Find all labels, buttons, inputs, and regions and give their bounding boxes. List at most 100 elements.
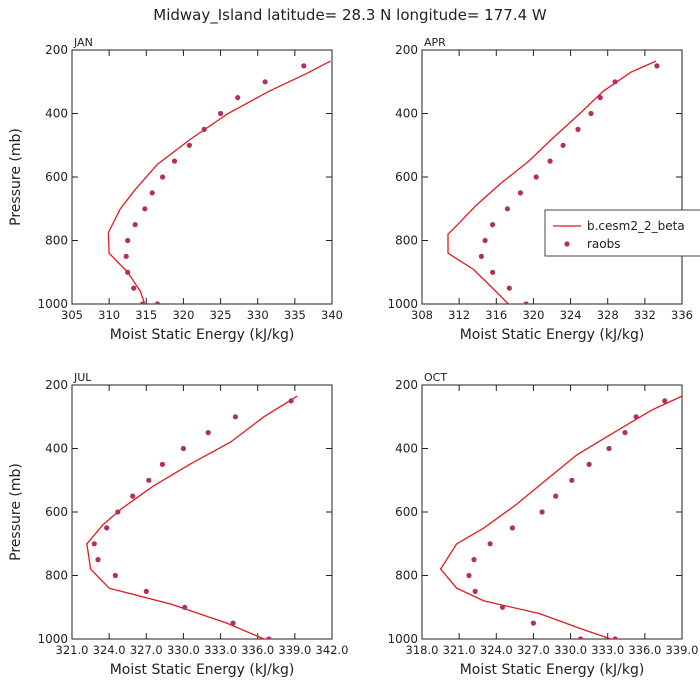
x-tick-label: 340: [321, 308, 343, 322]
y-tick-label: 200: [395, 378, 418, 392]
figure-title: Midway_Island latitude= 28.3 N longitude…: [153, 6, 547, 25]
plot-frame: [421, 384, 683, 640]
panel-label: JUL: [73, 371, 92, 384]
raob-point: [142, 206, 148, 212]
x-tick-label: 321.0: [443, 643, 476, 657]
raob-point: [232, 414, 238, 420]
raob-point: [171, 158, 178, 164]
raob-point: [487, 541, 493, 547]
x-tick-label: 308: [411, 308, 433, 322]
raob-point: [662, 398, 668, 404]
raob-point: [506, 285, 512, 291]
x-tick-label: 328: [597, 308, 619, 322]
raob-point: [633, 414, 639, 420]
raob-point: [132, 222, 138, 228]
x-tick-label: 327.0: [130, 643, 163, 657]
y-tick-label: 1000: [387, 632, 418, 646]
y-tick-label: 800: [45, 569, 68, 583]
raob-point: [490, 222, 496, 228]
x-tick-label: 330.0: [554, 643, 587, 657]
raob-point: [586, 461, 592, 467]
raob-point: [654, 63, 660, 69]
raob-point: [154, 301, 160, 304]
raob-point: [569, 477, 575, 483]
raob-point: [91, 541, 97, 547]
x-tick-label: 339.0: [666, 643, 699, 657]
raob-point: [104, 525, 110, 531]
y-tick-label: 200: [45, 43, 68, 57]
raob-point: [530, 620, 537, 626]
x-tick-label: 336.0: [628, 643, 661, 657]
raob-point: [125, 269, 131, 275]
raob-point: [588, 110, 594, 117]
x-tick-label: 312: [448, 308, 470, 322]
raob-point: [149, 190, 155, 196]
plot-frame: [421, 49, 683, 305]
raob-point: [186, 142, 192, 148]
y-tick-label: 600: [395, 170, 418, 184]
legend-dot-swatch: [564, 241, 570, 247]
raob-point: [301, 63, 307, 69]
model-line: [439, 395, 682, 639]
raob-point: [517, 190, 524, 196]
raob-point: [288, 398, 294, 404]
panel-label: JAN: [73, 36, 93, 49]
raob-point: [547, 158, 553, 164]
raob-point: [466, 572, 472, 579]
raob-point: [123, 253, 129, 259]
raob-point: [504, 206, 510, 212]
legend-line-label: b.cesm2_2_beta: [587, 219, 685, 233]
raob-point: [95, 557, 101, 563]
x-tick-label: 324.0: [480, 643, 513, 657]
raob-point: [575, 126, 581, 132]
model-line: [107, 60, 331, 304]
legend-dot-label: raobs: [587, 237, 621, 251]
y-tick-label: 1000: [37, 632, 68, 646]
y-axis-label: Pressure (mb): [8, 128, 24, 226]
raob-point: [622, 430, 628, 436]
raob-point: [130, 493, 136, 499]
raob-point: [490, 269, 496, 275]
x-tick-label: 324: [560, 308, 582, 322]
series-group: [107, 60, 331, 304]
raob-point: [131, 285, 137, 291]
raob-point: [182, 604, 188, 610]
x-tick-label: 332: [634, 308, 656, 322]
x-tick-label: 333.0: [204, 643, 237, 657]
x-tick-label: 336.0: [241, 643, 274, 657]
series-group: [447, 60, 660, 304]
y-tick-label: 600: [45, 170, 68, 184]
series-group: [439, 395, 682, 639]
raob-point: [612, 636, 618, 639]
x-tick-label: 325: [210, 308, 232, 322]
raob-point: [612, 79, 618, 85]
y-tick-label: 200: [395, 43, 418, 57]
panel-label: APR: [424, 36, 446, 49]
raob-point: [539, 509, 545, 515]
model-line: [447, 60, 657, 304]
raob-point: [560, 142, 566, 148]
raob-point: [577, 636, 584, 639]
raob-point: [143, 588, 149, 595]
x-tick-label: 310: [98, 308, 120, 322]
raob-point: [509, 525, 515, 531]
panel-label: OCT: [424, 371, 447, 384]
x-axis-label: Moist Static Energy (kJ/kg): [110, 327, 295, 343]
y-tick-label: 600: [45, 505, 68, 519]
x-tick-label: 336: [671, 308, 693, 322]
raob-point: [180, 445, 186, 452]
raob-point: [499, 604, 506, 610]
x-tick-label: 339.0: [278, 643, 311, 657]
raob-point: [262, 79, 268, 85]
x-tick-label: 320: [172, 308, 194, 322]
x-tick-label: 342.0: [316, 643, 349, 657]
raob-point: [159, 461, 165, 467]
raob-point: [523, 301, 529, 304]
raob-point: [471, 557, 477, 563]
raob-point: [606, 445, 612, 452]
